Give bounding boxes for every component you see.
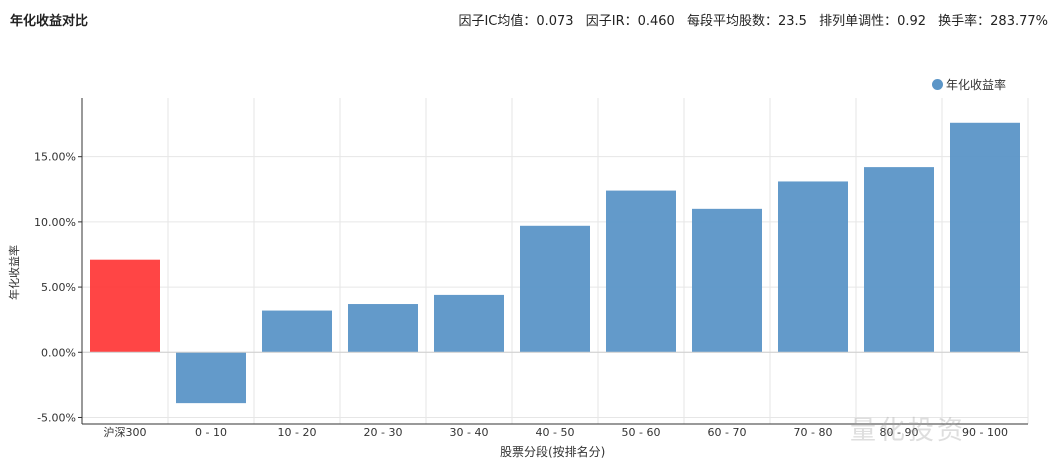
x-tick-label: 20 - 30 (364, 426, 403, 439)
x-tick-label: 40 - 50 (536, 426, 575, 439)
x-tick-label: 10 - 20 (278, 426, 317, 439)
y-tick-label: 15.00% (34, 151, 76, 164)
legend-marker-icon (932, 79, 943, 90)
x-tick-label: 0 - 10 (195, 426, 227, 439)
watermark-logo: 量化投资 (850, 416, 967, 446)
x-tick-label: 70 - 80 (794, 426, 833, 439)
bar-10-20 (262, 310, 332, 353)
stat-turnover: 换手率：283.77% (938, 14, 1048, 29)
x-axis-label: 股票分段(按排名分) (500, 445, 606, 459)
bar-40-50 (520, 225, 590, 353)
stat-avg-stocks: 每段平均股数：23.5 (686, 14, 807, 29)
chart-legend[interactable]: 年化收益率 (932, 76, 1006, 93)
bar-80-90 (864, 167, 934, 353)
y-axis-label: 年化收益率 (8, 245, 21, 300)
y-tick-label: 10.00% (34, 216, 76, 229)
bar-50-60 (606, 190, 676, 353)
x-tick-label: 60 - 70 (708, 426, 747, 439)
bar-沪深300 (90, 259, 160, 353)
bar-20-30 (348, 304, 418, 353)
stat-ir: 因子IR：0.460 (585, 14, 675, 29)
x-tick-label: 沪深300 (104, 425, 147, 439)
y-tick-label: -5.00% (37, 411, 76, 424)
bar-90-100 (950, 122, 1020, 353)
x-tick-label: 50 - 60 (622, 426, 661, 439)
x-tick-label: 30 - 40 (450, 426, 489, 439)
y-tick-label: 5.00% (41, 281, 76, 294)
bar-30-40 (434, 294, 504, 353)
bar-60-70 (692, 208, 762, 353)
bar-70-80 (778, 181, 848, 353)
stat-ic-mean: 因子IC均值：0.073 (458, 14, 574, 29)
chart-title: 年化收益对比 (10, 14, 89, 29)
y-tick-label: 0.00% (41, 346, 76, 359)
x-tick-label: 90 - 100 (962, 426, 1008, 439)
factor-stats: 因子IC均值：0.073 因子IR：0.460 每段平均股数：23.5 排列单调… (450, 10, 1048, 29)
legend-label: 年化收益率 (946, 78, 1007, 92)
stat-monotonicity: 排列单调性：0.92 (819, 14, 927, 29)
bar-0-10 (176, 352, 246, 404)
x-tick-label: 80 - 90 (880, 426, 919, 439)
